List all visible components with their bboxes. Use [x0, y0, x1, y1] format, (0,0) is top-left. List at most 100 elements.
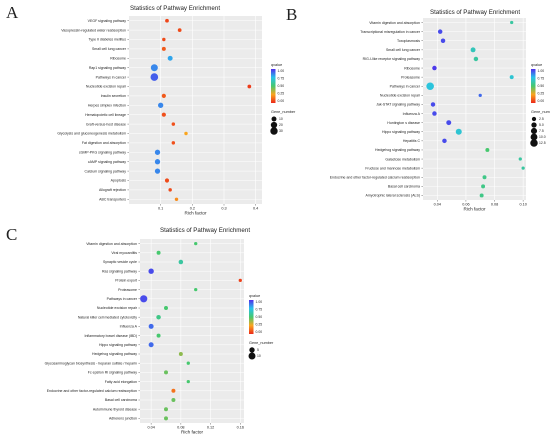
data-point [426, 82, 434, 91]
qvalue-legend-tick: 1.00 [278, 69, 285, 73]
data-point [184, 131, 188, 136]
category-label: Insulin secretion [101, 94, 126, 98]
qvalue-legend-title: qvalue [249, 294, 260, 298]
category-label: Synaptic vesicle cycle [103, 260, 137, 264]
data-point [510, 20, 514, 25]
data-point [481, 184, 486, 189]
qvalue-legend-tick: 0.75 [256, 308, 263, 312]
category-label: Rap1 signaling pathway [89, 66, 126, 70]
category-label: Protein export [115, 279, 137, 283]
data-point [178, 259, 184, 265]
x-tick-label: 0.4 [253, 207, 258, 211]
chart-panel-c: C Statistics of Pathway Enrichment Vitamin… [6, 225, 274, 435]
qvalue-legend-tick: 0.00 [278, 99, 285, 103]
category-label: Small cell lung cancer [92, 47, 127, 51]
data-point [446, 120, 452, 126]
plot-area [423, 18, 526, 200]
qvalue-legend-tick: 0.25 [256, 323, 263, 327]
category-label: Pathways in cancer [107, 297, 138, 301]
qvalue-legend-title: qvalue [271, 63, 282, 67]
panel-letter: C [6, 225, 17, 244]
data-point [432, 111, 437, 116]
category-label: Nucleotide excision repair [97, 306, 138, 310]
category-label: Autoimmune thyroid disease [93, 407, 137, 411]
category-label: Fatty acid elongation [105, 380, 137, 384]
gene-number-legend-dot [531, 122, 537, 128]
data-point [186, 379, 190, 384]
x-tick-label: 0.04 [434, 203, 441, 207]
x-tick-label: 0.08 [491, 203, 498, 207]
category-label: cAMP signaling pathway [88, 160, 126, 164]
gene-number-legend-tick: 20 [279, 123, 283, 127]
qvalue-legend-tick: 0.00 [538, 99, 545, 103]
data-point [156, 333, 161, 338]
x-tick-label: 0.10 [519, 203, 526, 207]
data-point [432, 65, 437, 71]
category-label: Vitamin digestion and absorption [86, 242, 137, 246]
x-tick-label: 0.12 [207, 426, 214, 430]
data-point [174, 197, 179, 202]
data-point [148, 268, 154, 274]
data-point [162, 37, 166, 42]
category-label: Nucleotide excision repair [86, 85, 127, 89]
data-point [161, 93, 166, 98]
data-point [442, 138, 447, 144]
category-label: cGMP-PKG signaling pathway [79, 151, 126, 155]
data-point [238, 278, 242, 283]
data-point [164, 416, 168, 421]
data-point [158, 102, 164, 108]
category-label: Glycolysis and gluconeogenesis metabolis… [57, 132, 126, 136]
data-point [171, 388, 176, 393]
qvalue-legend-tick: 0.25 [538, 92, 545, 96]
data-point [470, 47, 476, 53]
gene-number-legend-tick: 10 [279, 117, 283, 121]
data-point [161, 46, 166, 51]
x-tick-label: 0.06 [462, 203, 469, 207]
qvalue-color-bar [531, 69, 536, 103]
qvalue-legend-tick: 0.50 [278, 84, 285, 88]
data-point [509, 75, 514, 80]
category-label: Glycosaminoglycan biosynthesis - heparan… [45, 361, 137, 365]
gene-number-legend-title: Gene_number [531, 110, 550, 114]
x-tick-label: 0.04 [147, 426, 154, 430]
data-point [485, 147, 490, 152]
qvalue-legend-tick: 0.75 [278, 77, 285, 81]
data-point [455, 128, 462, 135]
gene-number-legend-title: Gene_number [249, 341, 274, 345]
category-label: Huntington s disease [387, 121, 420, 125]
category-label: Herpes simplex infection [88, 104, 126, 108]
category-label: Natural killer cell mediated cytotoxicit… [78, 315, 137, 319]
gene-number-legend-dot [271, 116, 277, 122]
qvalue-legend-tick: 0.00 [256, 330, 263, 334]
chart-panel-b: B Statistics of Pathway Enrichment Vitamin… [286, 5, 550, 212]
gene-number-legend-dot [530, 139, 538, 147]
data-point [478, 93, 482, 97]
category-label: Amyotrophic lateral sclerosis (ALS) [366, 194, 420, 198]
data-point [148, 342, 154, 348]
category-label: Jak-STAT signaling pathway [376, 103, 420, 107]
category-label: Inflammatory bowel disease (IBD) [84, 334, 137, 338]
category-label: Hippo signaling pathway [382, 130, 420, 134]
qvalue-legend-tick: 0.75 [538, 77, 545, 81]
data-point [154, 149, 161, 155]
x-tick-label: 0.08 [177, 426, 184, 430]
data-point [168, 188, 172, 192]
data-point [178, 352, 183, 356]
x-tick-label: 0.2 [190, 207, 195, 211]
x-tick-label: 0.3 [221, 207, 226, 211]
category-label: Proteasome [401, 75, 420, 79]
category-label: Adherens junction [109, 417, 137, 421]
qvalue-color-bar [249, 300, 254, 334]
gene-number-legend-dot [530, 133, 538, 141]
gene-number-legend-dot [249, 347, 255, 353]
gene-number-legend-tick: 5.0 [539, 123, 544, 127]
category-label: Hedgehog signaling pathway [375, 148, 420, 152]
category-label: Hepatitis C [403, 139, 421, 143]
category-label: Galactose metabolism [385, 157, 420, 161]
gene-number-legend-tick: 5 [257, 348, 259, 352]
category-label: Pathways in cancer [96, 75, 127, 79]
panel-letter: A [6, 3, 19, 22]
category-label: Influenza A [403, 112, 421, 116]
chart-panel-a: A Statistics of Pathway Enrichment VEGF si… [6, 3, 296, 216]
x-axis-label: Rich factor [464, 207, 486, 212]
